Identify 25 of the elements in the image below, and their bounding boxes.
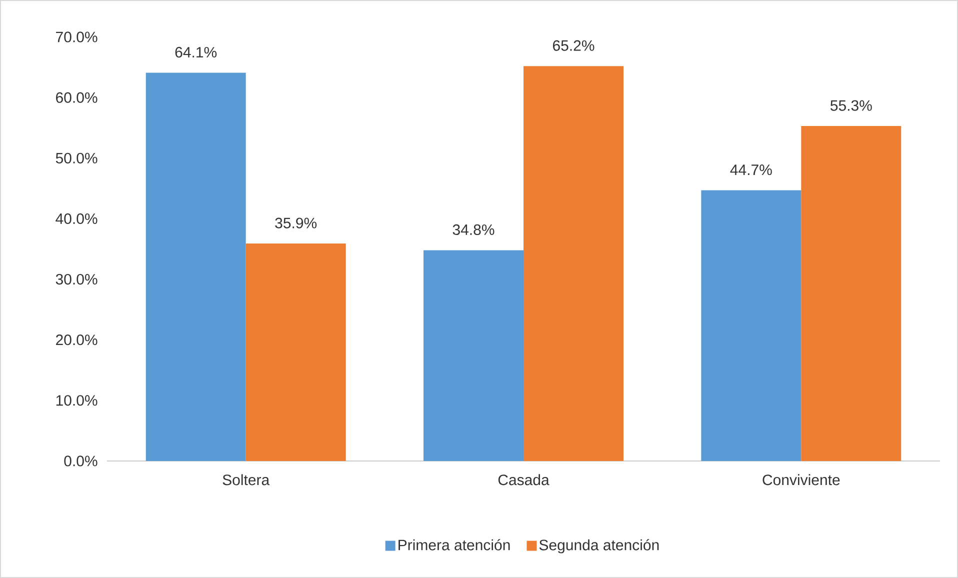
bar — [801, 126, 902, 461]
data-label: 65.2% — [553, 40, 594, 51]
y-tick-label: 0.0% — [64, 456, 98, 466]
legend-label: Primera atención — [398, 539, 510, 550]
data-label: 44.7% — [730, 164, 772, 176]
y-tick-label: 10.0% — [56, 395, 98, 406]
bar — [246, 244, 346, 461]
bar — [424, 250, 524, 461]
y-tick-label: 70.0% — [56, 32, 98, 42]
data-label: 64.1% — [175, 46, 217, 58]
data-label: 55.3% — [830, 100, 872, 111]
x-tick-label: Soltera — [222, 474, 270, 486]
legend-label: Segunda atención — [539, 539, 659, 554]
y-tick-label: 40.0% — [56, 213, 98, 224]
y-tick-label: 60.0% — [56, 92, 98, 103]
data-label: 34.8% — [452, 224, 494, 235]
y-tick-label: 30.0% — [56, 274, 98, 285]
bar — [524, 66, 624, 461]
x-tick-label: Conviviente — [762, 474, 840, 486]
y-tick-label: 20.0% — [56, 334, 98, 346]
x-tick-label: Casada — [498, 474, 550, 486]
y-tick-label: 50.0% — [56, 152, 98, 164]
bar — [701, 190, 802, 461]
bar — [146, 72, 246, 461]
data-label: 35.9% — [275, 218, 317, 228]
